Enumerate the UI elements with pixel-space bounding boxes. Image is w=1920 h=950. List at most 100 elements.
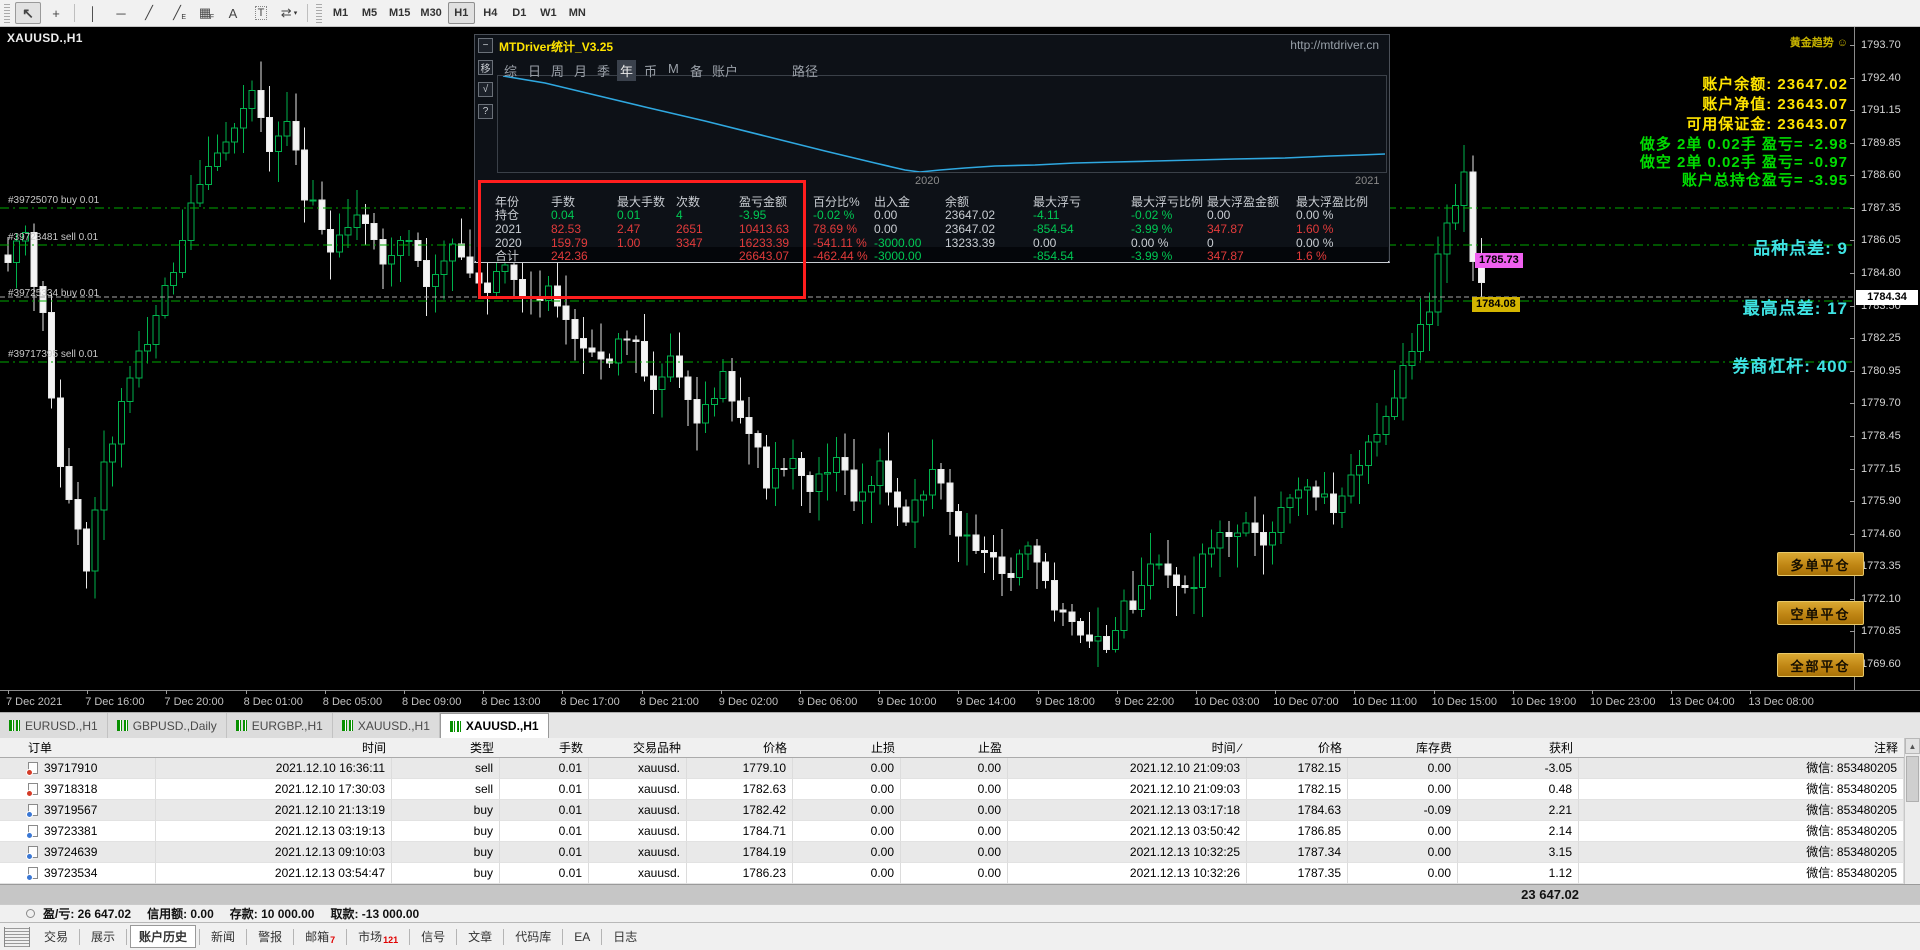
timeframe-w1[interactable]: W1 <box>540 7 557 19</box>
stats-menu-3[interactable]: 月 <box>574 64 588 79</box>
orders-header-8[interactable]: 时间 ∕ <box>1008 738 1247 758</box>
bottom-tab-EA[interactable]: EA <box>566 928 598 946</box>
minimize-button[interactable]: − <box>478 38 493 53</box>
table-row[interactable]: 39718318 2021.12.10 17:30:03 sell 0.01 xauus… <box>0 779 1904 800</box>
table-row[interactable]: 39719567 2021.12.10 21:13:19 buy 0.01 xauusd… <box>0 800 1904 821</box>
orders-header-4[interactable]: 交易品种 <box>589 738 687 758</box>
table-row[interactable]: 39724639 2021.12.13 09:10:03 buy 0.01 xauusd… <box>0 842 1904 863</box>
bottom-tab-展示[interactable]: 展示 <box>83 926 123 947</box>
stats-menu-7[interactable]: M <box>668 61 679 76</box>
stats-menu-6[interactable]: 币 <box>644 64 658 79</box>
chart-tab-0[interactable]: EURUSD.,H1 <box>0 713 108 738</box>
timeframe-h1[interactable]: H1 <box>447 2 475 24</box>
orders-header-9[interactable]: 价格 <box>1247 738 1348 758</box>
timeframe-h4[interactable]: H4 <box>483 7 498 19</box>
stats-menu-10[interactable]: 路径 <box>792 64 819 79</box>
time-axis-label: 7 Dec 16:00 <box>85 696 145 708</box>
orders-header-6[interactable]: 止损 <box>793 738 901 758</box>
stats-cell: 0.00 <box>1033 236 1057 250</box>
order-cell: sell <box>392 779 500 800</box>
timeframe-m1[interactable]: M1 <box>332 7 349 19</box>
price-axis-label: 1788.60 <box>1861 169 1901 182</box>
status-bar: 盈/亏: 26 647.02 信用额: 0.00 存款: 10 000.00 取款: … <box>0 904 1920 922</box>
chart-tab-label: EURGBP.,H1 <box>251 718 323 733</box>
orders-header-11[interactable]: 获利 <box>1458 738 1579 758</box>
trendline-tool-icon[interactable]: ╱ <box>145 5 153 20</box>
stats-menu-0[interactable]: 综 <box>504 64 518 79</box>
stats-menu-1[interactable]: 日 <box>528 64 542 79</box>
close-long-button[interactable]: 多单平仓 <box>1777 552 1864 576</box>
mtdriver-stats-panel[interactable]: MTDriver统计_V3.25 http://mtdriver.cn − 移 √?… <box>474 34 1390 263</box>
fibonacci-tool-icon[interactable]: ▦ F <box>198 5 214 21</box>
bottom-tab-新闻[interactable]: 新闻 <box>203 926 243 947</box>
bottom-tab-交易[interactable]: 交易 <box>36 926 76 947</box>
panel-side-button-2[interactable]: ? <box>478 104 493 119</box>
orders-header-2[interactable]: 类型 <box>392 738 500 758</box>
scroll-up-icon[interactable]: ▲ <box>1905 738 1920 754</box>
chart-tab-3[interactable]: XAUUSD.,H1 <box>332 713 440 738</box>
bottom-tab-文章[interactable]: 文章 <box>460 926 500 947</box>
panel-grip-icon[interactable] <box>4 926 30 947</box>
bottom-tab-警报[interactable]: 警报 <box>250 926 290 947</box>
orders-scrollbar[interactable]: ▲▼ <box>1904 738 1920 904</box>
panel-side-button-0[interactable]: 移 <box>478 60 493 75</box>
stats-panel-link[interactable]: http://mtdriver.cn <box>1290 38 1379 52</box>
close-all-button[interactable]: 全部平仓 <box>1777 653 1864 677</box>
timeframe-d1[interactable]: D1 <box>512 7 527 19</box>
toolbar-grip-icon[interactable] <box>316 3 322 23</box>
order-cell: 0.00 <box>1348 758 1458 779</box>
stats-menu-4[interactable]: 季 <box>597 64 611 79</box>
stats-cell: 1.6 % <box>1296 249 1327 263</box>
orders-header-1[interactable]: 时间 <box>156 738 392 758</box>
table-row[interactable]: 39723534 2021.12.13 03:54:47 buy 0.01 xauusd… <box>0 863 1904 884</box>
bottom-tab-信号[interactable]: 信号 <box>413 926 453 947</box>
bottom-tab-邮箱[interactable]: 邮箱 7 <box>297 926 343 947</box>
toolbar-grip-icon[interactable] <box>4 3 10 23</box>
chart-tab-2[interactable]: EURGBP.,H1 <box>226 713 333 738</box>
table-row[interactable]: 39717910 2021.12.10 16:36:11 sell 0.01 xauus… <box>0 758 1904 779</box>
order-cell: 1782.15 <box>1247 758 1348 779</box>
bottom-tab-账户历史[interactable]: 账户历史 <box>130 925 197 948</box>
bottom-tab-代码库[interactable]: 代码库 <box>507 926 559 947</box>
text-label-tool-icon[interactable]: T <box>248 2 274 24</box>
orders-header-7[interactable]: 止盈 <box>901 738 1008 758</box>
shapes-tool-icon[interactable]: ⇄ ▾ <box>280 5 298 20</box>
chart-tab-4[interactable]: XAUUSD.,H1 <box>439 713 549 738</box>
orders-header-10[interactable]: 库存费 <box>1348 738 1458 758</box>
vertical-line-tool-icon[interactable]: │ <box>88 5 98 21</box>
stats-menu-2[interactable]: 周 <box>551 64 565 79</box>
bottom-tab-label: 警报 <box>258 930 283 944</box>
cursor-tool-icon[interactable]: ↖ <box>15 2 41 24</box>
text-tool-icon[interactable]: A <box>228 5 238 21</box>
table-row[interactable]: 39723381 2021.12.13 03:19:13 buy 0.01 xauusd… <box>0 821 1904 842</box>
chart-tab-label: GBPUSD.,Daily <box>132 718 217 733</box>
timeframe-m5[interactable]: M5 <box>361 7 378 19</box>
order-cell: 1782.15 <box>1247 779 1348 800</box>
timeframe-m15[interactable]: M15 <box>389 7 411 19</box>
timeframe-mn[interactable]: MN <box>568 7 586 19</box>
bottom-tab-日志[interactable]: 日志 <box>605 926 645 947</box>
panel-side-button-1[interactable]: √ <box>478 82 493 97</box>
stats-menu-5[interactable]: 年 <box>617 60 637 81</box>
close-short-button[interactable]: 空单平仓 <box>1777 601 1864 625</box>
stats-menu-9[interactable]: 账户 <box>712 64 739 79</box>
chart-tab-1[interactable]: GBPUSD.,Daily <box>107 713 227 738</box>
orders-header-3[interactable]: 手数 <box>500 738 589 758</box>
bottom-tab-市场[interactable]: 市场 121 <box>350 926 406 947</box>
stats-total-band <box>476 247 1388 262</box>
main-chart[interactable]: XAUUSD.,H1 1793.70 1792.40 1791.15 1789.85 1… <box>0 27 1920 712</box>
horizontal-line-tool-icon[interactable]: ─ <box>116 5 126 21</box>
stats-menu-8[interactable]: 备 <box>690 64 704 79</box>
orders-header-0[interactable]: 订单 <box>0 738 156 758</box>
timeframe-m30[interactable]: M30 <box>420 7 442 19</box>
crosshair-tool-icon[interactable]: + <box>52 5 60 21</box>
price-axis-tick <box>1850 273 1855 275</box>
stats-header-cell: 余额 <box>945 195 970 209</box>
order-cell: 微信: 853480205 <box>1579 779 1904 800</box>
scrollbar-thumb[interactable] <box>1906 756 1919 802</box>
orders-header-5[interactable]: 价格 <box>687 738 793 758</box>
orders-header-12[interactable]: 注释 <box>1579 738 1904 758</box>
bottom-tab-label: 代码库 <box>515 930 552 944</box>
equidistant-channel-tool-icon[interactable]: ╱ E <box>173 5 186 21</box>
